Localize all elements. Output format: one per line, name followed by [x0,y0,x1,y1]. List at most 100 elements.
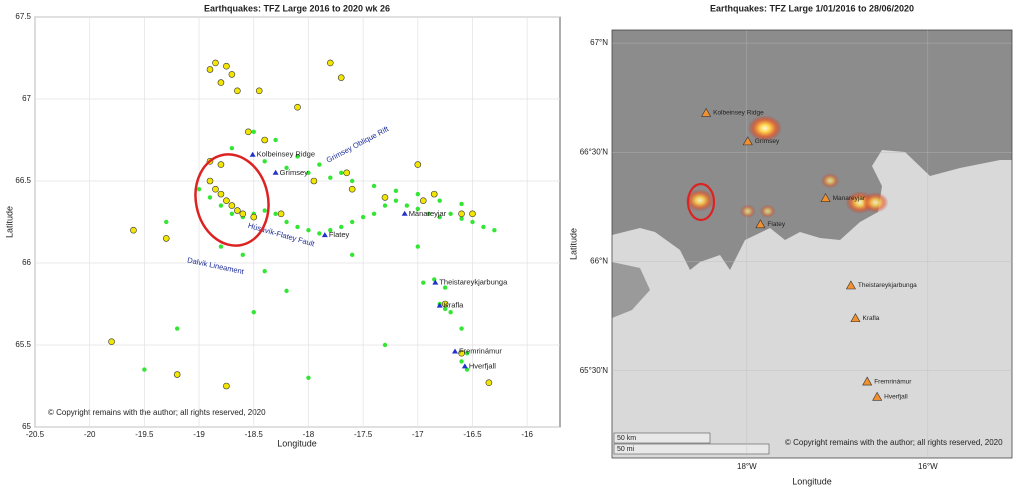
place-label: Kolbeinsey Ridge [713,110,764,117]
event-small [404,203,410,208]
event-small [442,285,448,290]
event-small [360,214,366,220]
event-small [229,146,235,151]
event-large [485,379,493,387]
event-large [430,190,438,198]
event-large [419,197,427,204]
event-small [437,214,442,220]
event-small [448,211,453,216]
scale-label: 50 km [617,435,636,442]
place-label: Fremrinámur [459,347,502,356]
event-small [459,326,464,331]
heat-spot [862,192,889,213]
event-large [173,371,181,378]
event-small [284,219,289,225]
place-marker [272,169,279,175]
event-large [337,74,345,81]
place-marker [432,279,439,285]
event-large [217,79,225,86]
chart-title: Earthquakes: TFZ Large 1/01/2016 to 28/0… [710,3,914,13]
event-small [317,162,322,167]
place-marker [742,136,753,146]
event-small [349,252,355,257]
event-small [218,203,224,208]
event-small [229,211,235,216]
x-tick-label: -19 [193,430,205,439]
highlight-ellipse [194,153,270,247]
event-small [218,244,224,249]
event-small [415,191,421,197]
event-large [255,87,263,95]
event-small [295,224,300,230]
event-large [261,136,268,144]
land-shade [612,262,650,318]
place-marker [436,302,443,308]
place-label: Krafla [862,315,879,322]
place-label: Flatey [329,230,350,239]
event-large [228,202,236,209]
event-large [239,210,247,218]
event-small [273,137,278,143]
scale-bar-mi [613,443,770,455]
event-small [421,280,426,285]
event-small [382,342,388,348]
event-large [206,66,214,73]
x-axis-label: Longitude [277,438,317,448]
place-marker [872,391,883,401]
event-large [469,210,476,218]
place-label: Krafla [444,301,464,310]
event-large [458,349,465,357]
place-label: Hverfjall [469,361,496,370]
event-small [328,175,333,180]
place-marker [461,363,468,369]
event-small [459,201,464,207]
event-small [459,359,464,364]
left-chart: Earthquakes: TFZ Large 2016 to 2020 wk 2… [4,3,561,448]
x-tick-label: -16 [521,430,533,439]
x-axis-label: Longitude [792,476,832,486]
place-marker [820,193,831,202]
event-small [142,367,147,372]
event-large [228,71,236,78]
event-small [273,211,278,216]
event-large [162,235,170,242]
event-small [349,219,355,225]
event-small [174,326,180,331]
event-small [164,219,169,225]
x-tick-label: -18 [303,430,315,439]
place-marker [321,232,328,238]
event-small [196,187,202,192]
y-tick-label: 67.5 [15,12,31,21]
place-label: Hverfjall [884,394,908,401]
event-large [212,185,219,193]
event-small [382,203,388,208]
event-small [284,288,289,294]
place-marker [862,376,873,386]
place-marker [249,151,256,157]
event-large [441,300,449,308]
event-large [458,210,465,218]
event-small [262,159,267,164]
x-tick-label: -17 [412,430,424,439]
y-tick-label: 66.5 [15,176,31,185]
place-marker [452,348,458,354]
place-label: Grímsey [755,138,780,145]
x-tick-label: -16.5 [463,430,482,439]
event-small [371,211,377,216]
event-small [339,170,344,175]
scale-label: 50 mi [617,446,635,453]
event-small [415,244,421,249]
event-large [234,87,241,95]
copyright: © Copyright remains with the author; all… [48,408,266,417]
place-label: Theistareykjarbunga [858,282,917,289]
x-tick-label: -20 [84,430,96,439]
heat-spot [759,204,776,218]
y-axis-label: Latitude [568,228,578,260]
event-small [459,216,464,221]
x-tick-label: 16°W [918,462,938,471]
event-small [306,375,311,380]
event-small [437,198,442,203]
event-small [317,231,322,236]
y-axis-label: Latitude [4,206,14,238]
